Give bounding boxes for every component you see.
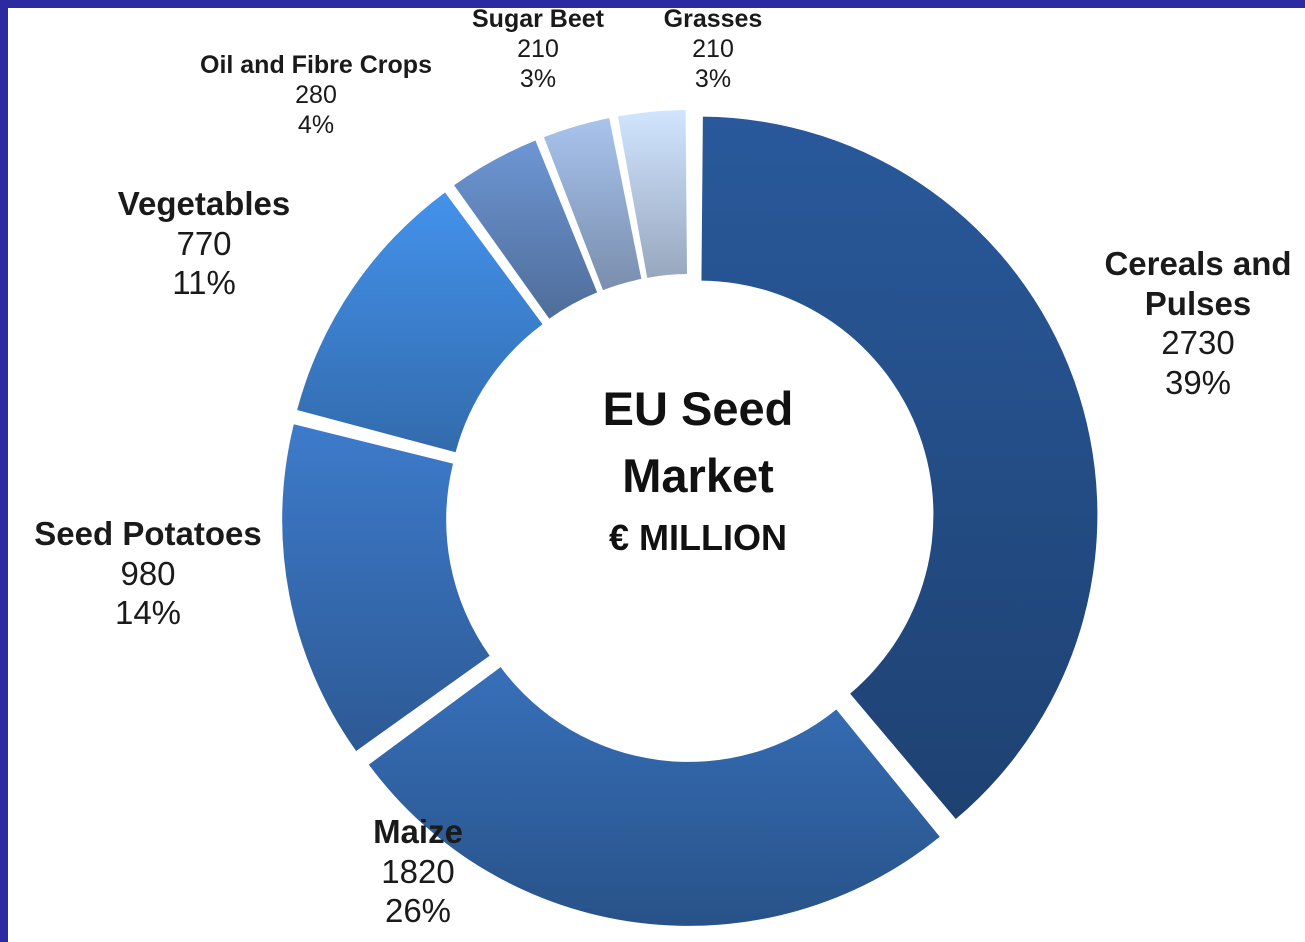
- slice-value: 2730: [1161, 324, 1235, 362]
- chart-frame: EU Seed Market € MILLION Cereals and Pul…: [8, 8, 1305, 942]
- slice-label: Vegetables: [117, 185, 291, 222]
- slice-label: Maize: [373, 813, 463, 850]
- slice-sugar-beet: [543, 118, 642, 291]
- slice-value: 280: [295, 81, 337, 109]
- label-cereals-and-pulses: Cereals and Pulses 2730 39%: [1098, 244, 1298, 402]
- label-grasses: Grasses 210 3%: [648, 8, 778, 94]
- slice-value: 210: [692, 35, 734, 63]
- slice-percent: 3%: [694, 65, 732, 93]
- label-seed-potatoes: Seed Potatoes 980 14%: [16, 514, 280, 633]
- slice-label: Seed Potatoes: [34, 515, 262, 552]
- slice-percent: 3%: [519, 65, 557, 93]
- slice-value: 1820: [381, 852, 455, 890]
- label-sugar-beet: Sugar Beet 210 3%: [458, 8, 618, 94]
- slice-percent: 4%: [297, 111, 335, 139]
- donut-chart: [282, 110, 1098, 926]
- slice-percent: 39%: [1164, 363, 1232, 401]
- label-oil-and-fibre-crops: Oil and Fibre Crops 280 4%: [178, 50, 454, 140]
- slice-label: Cereals and Pulses: [1104, 245, 1292, 322]
- slice-value: 980: [120, 554, 176, 592]
- slice-value: 770: [176, 224, 232, 262]
- slice-value: 210: [517, 35, 559, 63]
- label-maize: Maize 1820 26%: [318, 812, 518, 931]
- slice-cereals-and-pulses: [701, 116, 1098, 820]
- slice-percent: 26%: [384, 892, 452, 930]
- chart-title: EU Seed Market: [602, 382, 794, 502]
- slice-vegetables: [297, 192, 543, 453]
- slice-percent: 11%: [172, 264, 236, 302]
- slice-label: Grasses: [663, 8, 763, 33]
- slice-maize: [368, 667, 940, 926]
- chart-subtitle: € MILLION: [609, 517, 787, 559]
- slice-grasses: [617, 110, 688, 278]
- chart-center-title: EU Seed Market € MILLION: [556, 376, 840, 559]
- label-vegetables: Vegetables 770 11%: [94, 184, 314, 303]
- slice-label: Sugar Beet: [472, 8, 604, 33]
- slice-label: Oil and Fibre Crops: [200, 51, 432, 79]
- slice-seed-potatoes: [282, 424, 490, 751]
- slice-oil-and-fibre-crops: [454, 140, 598, 319]
- slice-percent: 14%: [114, 594, 182, 632]
